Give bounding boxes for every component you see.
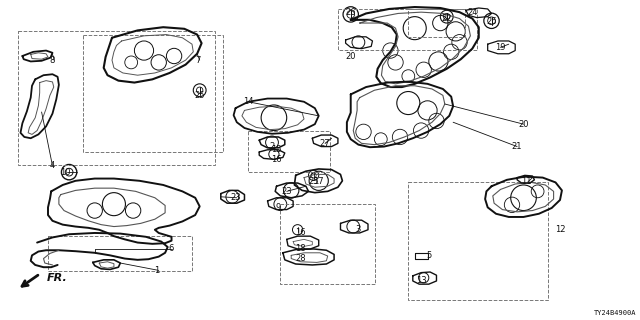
Text: 26: 26 [346,8,356,17]
Text: 21: 21 [512,142,522,151]
Bar [18,31,215,165]
Text: 3: 3 [356,225,361,234]
Text: 15: 15 [271,145,282,154]
Text: 20: 20 [518,120,529,129]
Text: 12: 12 [555,225,565,234]
Text: 27: 27 [320,139,330,148]
Bar [48,236,192,271]
Text: 20: 20 [346,52,356,61]
Text: 5: 5 [426,252,431,260]
Text: 10: 10 [60,168,70,177]
Text: 8: 8 [50,56,55,65]
Text: 25: 25 [308,177,319,186]
Text: 24: 24 [467,8,477,17]
Text: 18: 18 [296,244,306,253]
Text: 9: 9 [276,203,281,212]
Text: 16: 16 [271,155,282,164]
Bar [338,9,477,50]
Text: FR.: FR. [47,273,68,283]
Bar [83,35,223,152]
Text: 13: 13 [416,276,426,285]
Text: 11: 11 [521,177,531,186]
Text: 17: 17 [314,177,324,186]
Text: 28: 28 [296,254,306,263]
Bar [408,182,548,300]
Bar [280,204,375,284]
Text: 19: 19 [495,43,506,52]
Text: TY24B4900A: TY24B4900A [593,310,636,316]
Text: 22: 22 [442,14,452,23]
Text: 6: 6 [169,244,174,253]
Bar [408,9,465,37]
Text: 1: 1 [154,266,159,275]
Text: 23: 23 [230,193,241,202]
Text: 26: 26 [486,17,497,26]
Text: 4: 4 [50,161,55,170]
Text: 16: 16 [296,228,306,237]
Text: 7: 7 [196,56,201,65]
Text: 23: 23 [282,187,292,196]
Text: 25: 25 [195,91,205,100]
Text: 14: 14 [243,97,253,106]
Text: 2: 2 [269,142,275,151]
Bar [248,131,330,172]
